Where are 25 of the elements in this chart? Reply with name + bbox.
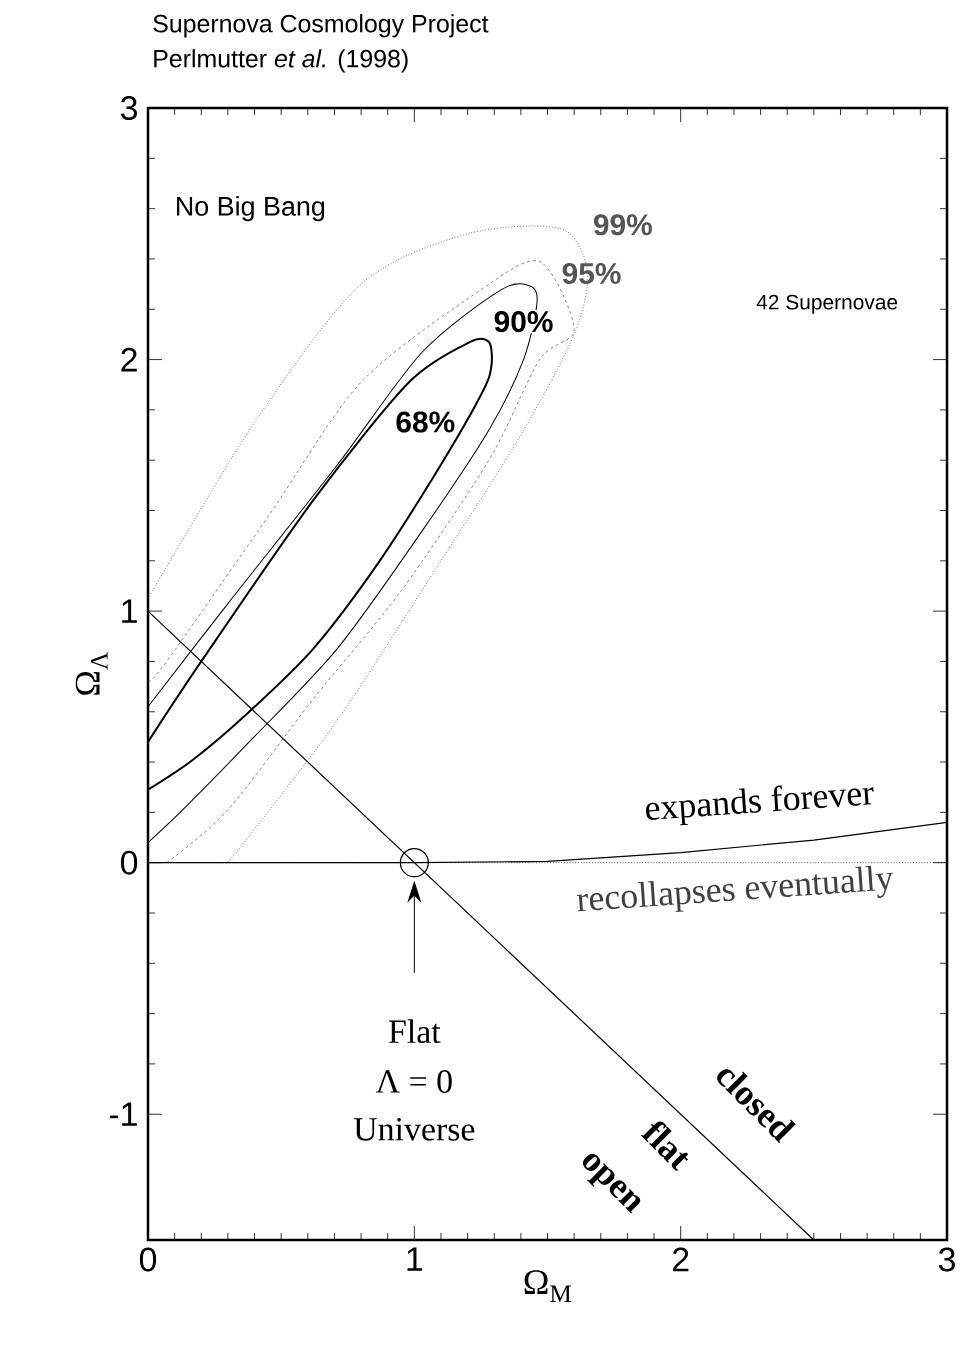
y-tick-label: 2: [121, 347, 137, 372]
annotation: Universe: [353, 1117, 475, 1141]
y-tick-label: 3: [120, 96, 137, 121]
series-label: 68%: [396, 411, 455, 433]
series-label: 99%: [593, 214, 652, 236]
annotation: Flat: [388, 1019, 441, 1044]
x-axis-title: Ω$_{M}$: [524, 1270, 572, 1302]
annotation: 42 Supernovae: [756, 294, 898, 314]
series-label: 90%: [494, 311, 553, 333]
series-label: 95%: [562, 262, 621, 285]
x-tick-label: 0: [139, 1247, 157, 1272]
x-tick-label: 1: [407, 1247, 423, 1271]
annotation: recollapses eventually: [576, 865, 893, 913]
annotation: No Big Bang: [177, 196, 325, 222]
y-axis-title: Ω$_{Λ}$: [75, 652, 108, 695]
annotation: expands forever: [646, 785, 874, 826]
annotation: Λ = 0: [375, 1070, 452, 1093]
x-tick-label: 2: [672, 1247, 689, 1272]
chart-title: Supernova Cosmology Project: [153, 14, 489, 38]
annotation: flat: [640, 1121, 689, 1171]
x-tick-label: 3: [938, 1247, 955, 1272]
y-tick-label: -1: [109, 1102, 137, 1126]
y-tick-label: 1: [122, 599, 137, 623]
chart-subtitle: Perlmutter et al. (1998): [154, 49, 408, 73]
y-tick-label: 0: [120, 850, 138, 875]
